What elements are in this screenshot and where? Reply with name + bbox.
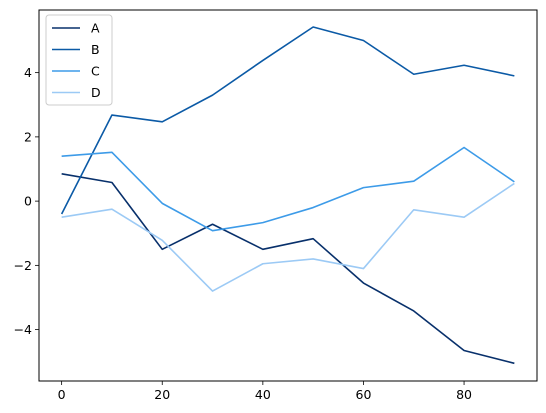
legend-label: B	[91, 42, 100, 57]
legend-label: D	[91, 85, 101, 100]
x-axis: 0 20 40 60 80	[58, 381, 472, 402]
y-tick-label: −4	[14, 322, 32, 337]
legend-label: C	[91, 64, 100, 79]
series-lines	[60, 26, 515, 365]
x-tick-label: 80	[456, 387, 472, 402]
y-tick-label: −2	[14, 258, 32, 273]
x-tick-label: 0	[58, 387, 66, 402]
x-tick-label: 20	[154, 387, 170, 402]
legend-label: A	[91, 21, 100, 36]
y-tick-label: 0	[24, 194, 32, 209]
legend-box	[45, 14, 113, 106]
series-line-c	[61, 146, 515, 232]
series-line-a	[61, 173, 515, 365]
y-axis: −4 −2 0 2 4	[14, 65, 39, 337]
series-line-d	[61, 182, 515, 292]
y-tick-label: 2	[24, 129, 32, 144]
y-tick-label: 4	[24, 65, 32, 80]
x-tick-label: 60	[356, 387, 372, 402]
x-tick-label: 40	[255, 387, 271, 402]
series-line-b	[60, 26, 515, 215]
